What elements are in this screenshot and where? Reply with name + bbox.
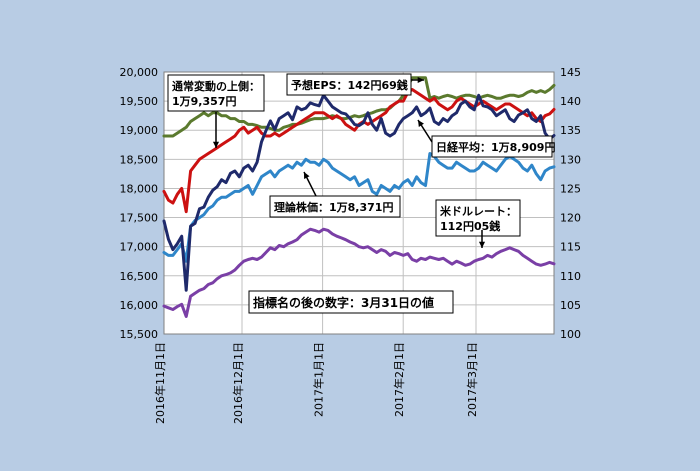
annotation-nikkei: 日経平均：1万8,909円 [431, 135, 555, 158]
annotation-box [435, 199, 521, 237]
annotation-theory: 理論株価：1万8,371円 [269, 195, 401, 218]
right-tick-label: 145 [560, 66, 581, 79]
plot-frame [163, 71, 555, 335]
annotation-note: 指標名の後の数字：3月31日の値 [248, 290, 454, 314]
x-tick-label: 2017年3月1日 [465, 342, 479, 417]
annotation-box [431, 135, 553, 158]
annotation-usd: 米ドルレート：112円05銭 [435, 199, 521, 237]
x-tick-label: 2016年11月1日 [153, 342, 167, 424]
left-tick-label: 16,500 [120, 270, 159, 283]
annotation-eps: 予想EPS：142円69銭 [286, 73, 412, 96]
annotation-box [167, 74, 265, 112]
left-tick-label: 18,500 [120, 153, 159, 166]
series-line-theory [162, 152, 556, 263]
annotation-arrowhead [418, 120, 424, 127]
left-tick-label: 19,500 [120, 95, 159, 108]
annotation-text: 理論株価：1万8,371円 [274, 200, 393, 214]
left-tick-label: 18,000 [120, 182, 159, 195]
annotation-text: 112円05銭 [440, 219, 500, 233]
left-tick-label: 19,000 [120, 124, 159, 137]
annotation-upper: 通常変動の上側： 1万9,357円 [167, 74, 265, 112]
annotation-arrowhead [417, 76, 424, 84]
x-tick-label: 2017年2月1日 [392, 342, 406, 417]
annotation-arrowhead [304, 172, 310, 179]
annotation-text: 予想EPS：142円69銭 [291, 78, 408, 92]
left-tick-label: 17,500 [120, 212, 159, 225]
left-tick-label: 17,000 [120, 241, 159, 254]
right-tick-label: 115 [560, 241, 581, 254]
right-tick-label: 100 [560, 328, 581, 341]
left-tick-label: 15,500 [120, 328, 159, 341]
annotation-text: 指標名の後の数字：3月31日の値 [253, 295, 434, 310]
annotation-arrowhead [478, 241, 486, 248]
annotation-box [286, 73, 412, 96]
right-tick-label: 135 [560, 124, 581, 137]
annotation-text: 通常変動の上側： [172, 79, 260, 93]
right-tick-label: 120 [560, 212, 581, 225]
series-line-eps [162, 76, 556, 138]
right-tick-label: 140 [560, 95, 581, 108]
right-tick-label: 110 [560, 270, 581, 283]
right-tick-label: 105 [560, 299, 581, 312]
right-tick-label: 125 [560, 182, 581, 195]
x-tick-label: 2016年12月1日 [231, 342, 245, 424]
series-line-nikkei [162, 93, 556, 292]
annotation-arrowhead [212, 141, 220, 148]
left-tick-label: 20,000 [120, 66, 159, 79]
right-tick-label: 130 [560, 153, 581, 166]
annotation-text: 日経平均：1万8,909円 [436, 140, 555, 154]
x-tick-label: 2017年1月1日 [312, 342, 326, 417]
series-line-usd [162, 227, 556, 318]
annotation-text: 1万9,357円 [172, 95, 236, 108]
left-tick-label: 16,000 [120, 299, 159, 312]
annotation-text: 米ドルレート： [439, 204, 517, 218]
annotation-box [248, 290, 454, 314]
annotation-box [269, 195, 401, 218]
